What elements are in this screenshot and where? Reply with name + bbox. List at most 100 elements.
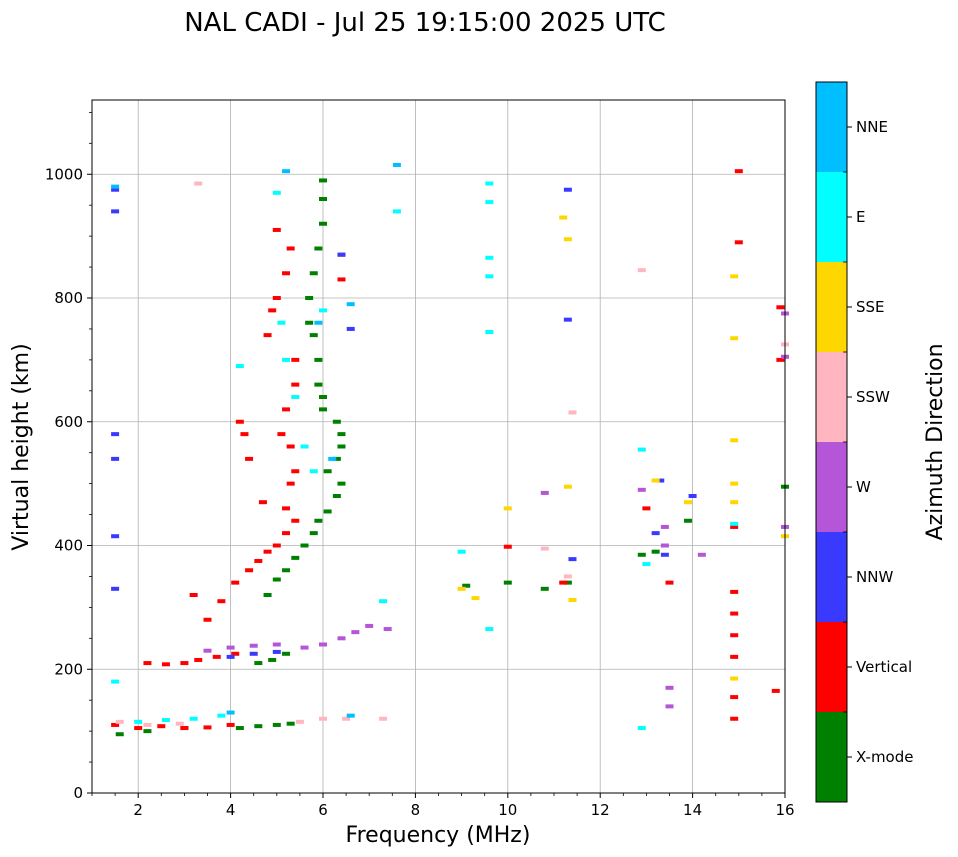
data-point	[776, 357, 785, 362]
data-point	[272, 543, 281, 548]
data-point	[240, 432, 249, 437]
x-axis-label: Frequency (MHz)	[346, 823, 531, 848]
y-tick-label: 1000	[45, 165, 83, 183]
plot-frame	[91, 99, 786, 794]
data-point	[337, 432, 346, 437]
data-point	[665, 685, 674, 690]
data-point	[268, 308, 277, 313]
colorbar-tick-label: NNE	[856, 118, 888, 136]
data-point	[277, 432, 286, 437]
y-tick-label: 200	[54, 660, 83, 678]
data-point	[637, 552, 646, 557]
data-point	[180, 661, 189, 666]
data-point	[189, 716, 198, 721]
y-tick-label: 800	[54, 289, 83, 307]
data-point	[323, 509, 332, 514]
colorbar: X-mode Vertical NNW W SSW SSE E NNE	[816, 81, 913, 803]
x-tick-label: 16	[775, 801, 794, 819]
data-point	[282, 506, 291, 511]
data-point	[503, 544, 512, 549]
data-point	[235, 364, 244, 369]
data-point	[314, 357, 323, 362]
data-point	[295, 719, 304, 724]
data-point	[665, 580, 674, 585]
data-point	[111, 187, 120, 192]
data-point	[730, 438, 739, 443]
data-point	[651, 531, 660, 536]
data-point	[282, 651, 291, 656]
data-point	[734, 169, 743, 174]
data-point	[651, 478, 660, 483]
data-point	[637, 447, 646, 452]
data-point	[559, 215, 568, 220]
data-point	[231, 580, 240, 585]
data-point	[314, 382, 323, 387]
data-point	[485, 330, 494, 335]
data-point	[319, 221, 327, 226]
data-point	[291, 357, 300, 362]
data-point	[300, 444, 309, 449]
data-point	[226, 722, 235, 727]
x-tick-label: 10	[498, 801, 517, 819]
data-point	[111, 586, 120, 591]
data-point	[568, 557, 577, 562]
data-point	[471, 596, 480, 601]
data-point	[111, 679, 120, 684]
data-point	[323, 469, 332, 474]
series-e	[111, 181, 739, 731]
colorbar-swatch	[816, 712, 847, 802]
data-point	[189, 593, 198, 597]
data-point	[226, 645, 235, 650]
colorbar-tick-label: X-mode	[856, 748, 913, 766]
data-point	[346, 326, 355, 331]
x-tick-label: 8	[411, 801, 421, 819]
colorbar-swatch	[816, 172, 847, 262]
data-point	[314, 246, 323, 251]
data-point	[656, 478, 665, 483]
data-point	[203, 725, 212, 730]
data-point	[305, 320, 314, 325]
data-point	[115, 719, 124, 724]
data-point	[263, 593, 272, 597]
data-point	[282, 568, 291, 573]
data-point	[660, 524, 669, 529]
data-point	[282, 271, 291, 276]
colorbar-swatch	[816, 532, 847, 622]
data-point	[235, 419, 244, 424]
colorbar-tick-label: NNW	[856, 568, 893, 586]
data-point	[309, 531, 318, 536]
plot-grid	[92, 100, 786, 794]
data-point	[111, 534, 120, 539]
data-point	[203, 617, 212, 622]
data-point	[268, 657, 277, 662]
colorbar-swatch	[816, 352, 847, 442]
data-point	[263, 333, 272, 338]
data-point	[282, 407, 291, 412]
data-point	[730, 676, 739, 681]
data-point	[730, 633, 739, 638]
data-point	[319, 716, 327, 721]
data-point	[235, 726, 244, 731]
data-point	[342, 716, 351, 721]
data-point	[563, 574, 572, 579]
data-point	[332, 456, 341, 461]
data-point	[300, 543, 309, 548]
data-point	[277, 320, 286, 325]
data-point	[660, 543, 669, 548]
data-point	[688, 494, 697, 498]
data-point	[111, 184, 120, 189]
data-point	[291, 555, 300, 560]
data-point	[642, 506, 651, 511]
data-point	[503, 506, 512, 511]
data-point	[300, 645, 309, 650]
data-point	[332, 419, 341, 424]
data-point	[291, 518, 300, 523]
data-point	[217, 713, 226, 718]
data-point	[143, 722, 152, 727]
data-point	[249, 643, 258, 648]
data-point	[319, 197, 327, 201]
data-point	[776, 305, 785, 310]
data-point	[217, 599, 226, 604]
y-tick-label: 600	[54, 413, 83, 431]
data-point	[637, 268, 646, 273]
